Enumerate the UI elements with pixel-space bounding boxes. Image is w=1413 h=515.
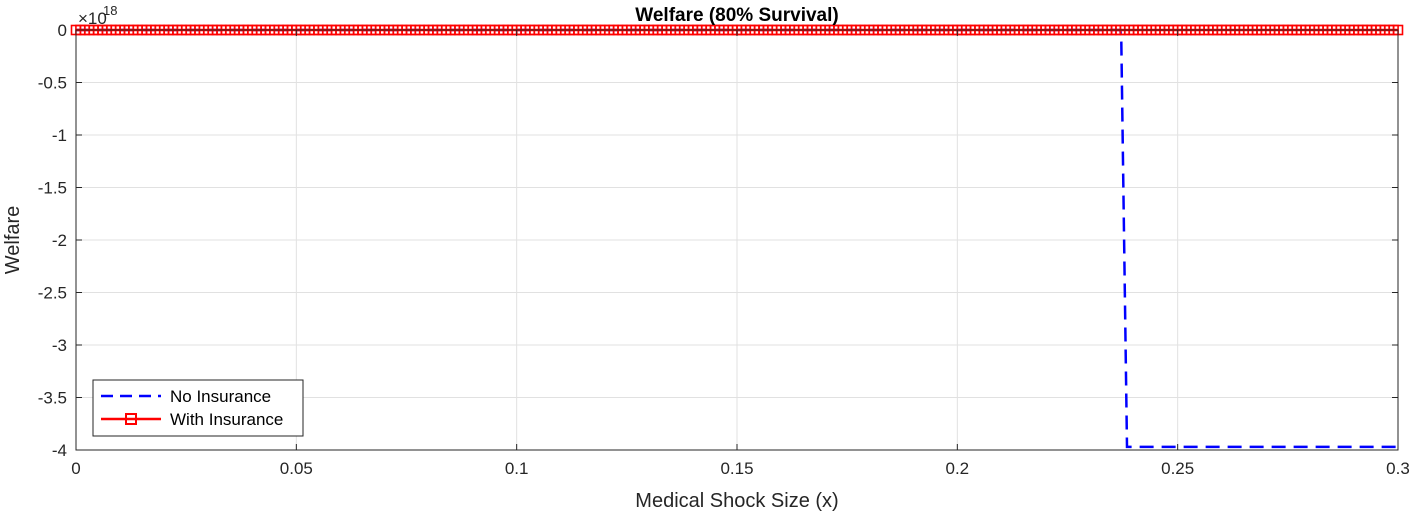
x-axis-label: Medical Shock Size (x) <box>635 490 838 512</box>
y-tick-label: -3.5 <box>38 389 67 408</box>
y-axis-ticks: 0 -0.5 -1 -1.5 -2 -2.5 -3 -3.5 -4 <box>38 21 1398 460</box>
y-tick-label: -3 <box>52 336 67 355</box>
legend-box <box>92 379 304 437</box>
y-tick-label: -0.5 <box>38 74 67 93</box>
y-exponent-label: ×10 18 <box>78 3 117 28</box>
exponent-base: ×10 <box>78 9 107 28</box>
x-tick-label: 0.15 <box>720 459 753 478</box>
x-tick-label: 0.1 <box>505 459 529 478</box>
y-tick-label: -2 <box>52 231 67 250</box>
legend-with-insurance-marker <box>125 413 137 425</box>
y-tick-label: -2.5 <box>38 284 67 303</box>
x-tick-label: 0.25 <box>1161 459 1194 478</box>
x-tick-label: 0.3 <box>1386 459 1410 478</box>
no-insurance-series-line <box>76 28 1398 449</box>
x-tick-label: 0.2 <box>946 459 970 478</box>
y-tick-label: 0 <box>58 21 67 40</box>
exponent-power: 18 <box>103 3 117 18</box>
chart-title: Welfare (80% Survival) <box>635 5 838 26</box>
legend: No Insurance With Insurance <box>92 379 304 437</box>
x-tick-label: 0 <box>71 459 80 478</box>
x-tick-label: 0.05 <box>280 459 313 478</box>
y-tick-label: -1 <box>52 126 67 145</box>
legend-no-insurance-label: No Insurance <box>170 387 271 406</box>
y-axis-label: Welfare <box>2 206 24 275</box>
y-tick-label: -4 <box>52 441 67 460</box>
y-tick-label: -1.5 <box>38 179 67 198</box>
x-axis-ticks: 0 0.05 0.1 0.15 0.2 0.25 0.3 <box>71 30 1410 478</box>
legend-with-insurance-label: With Insurance <box>170 410 283 429</box>
